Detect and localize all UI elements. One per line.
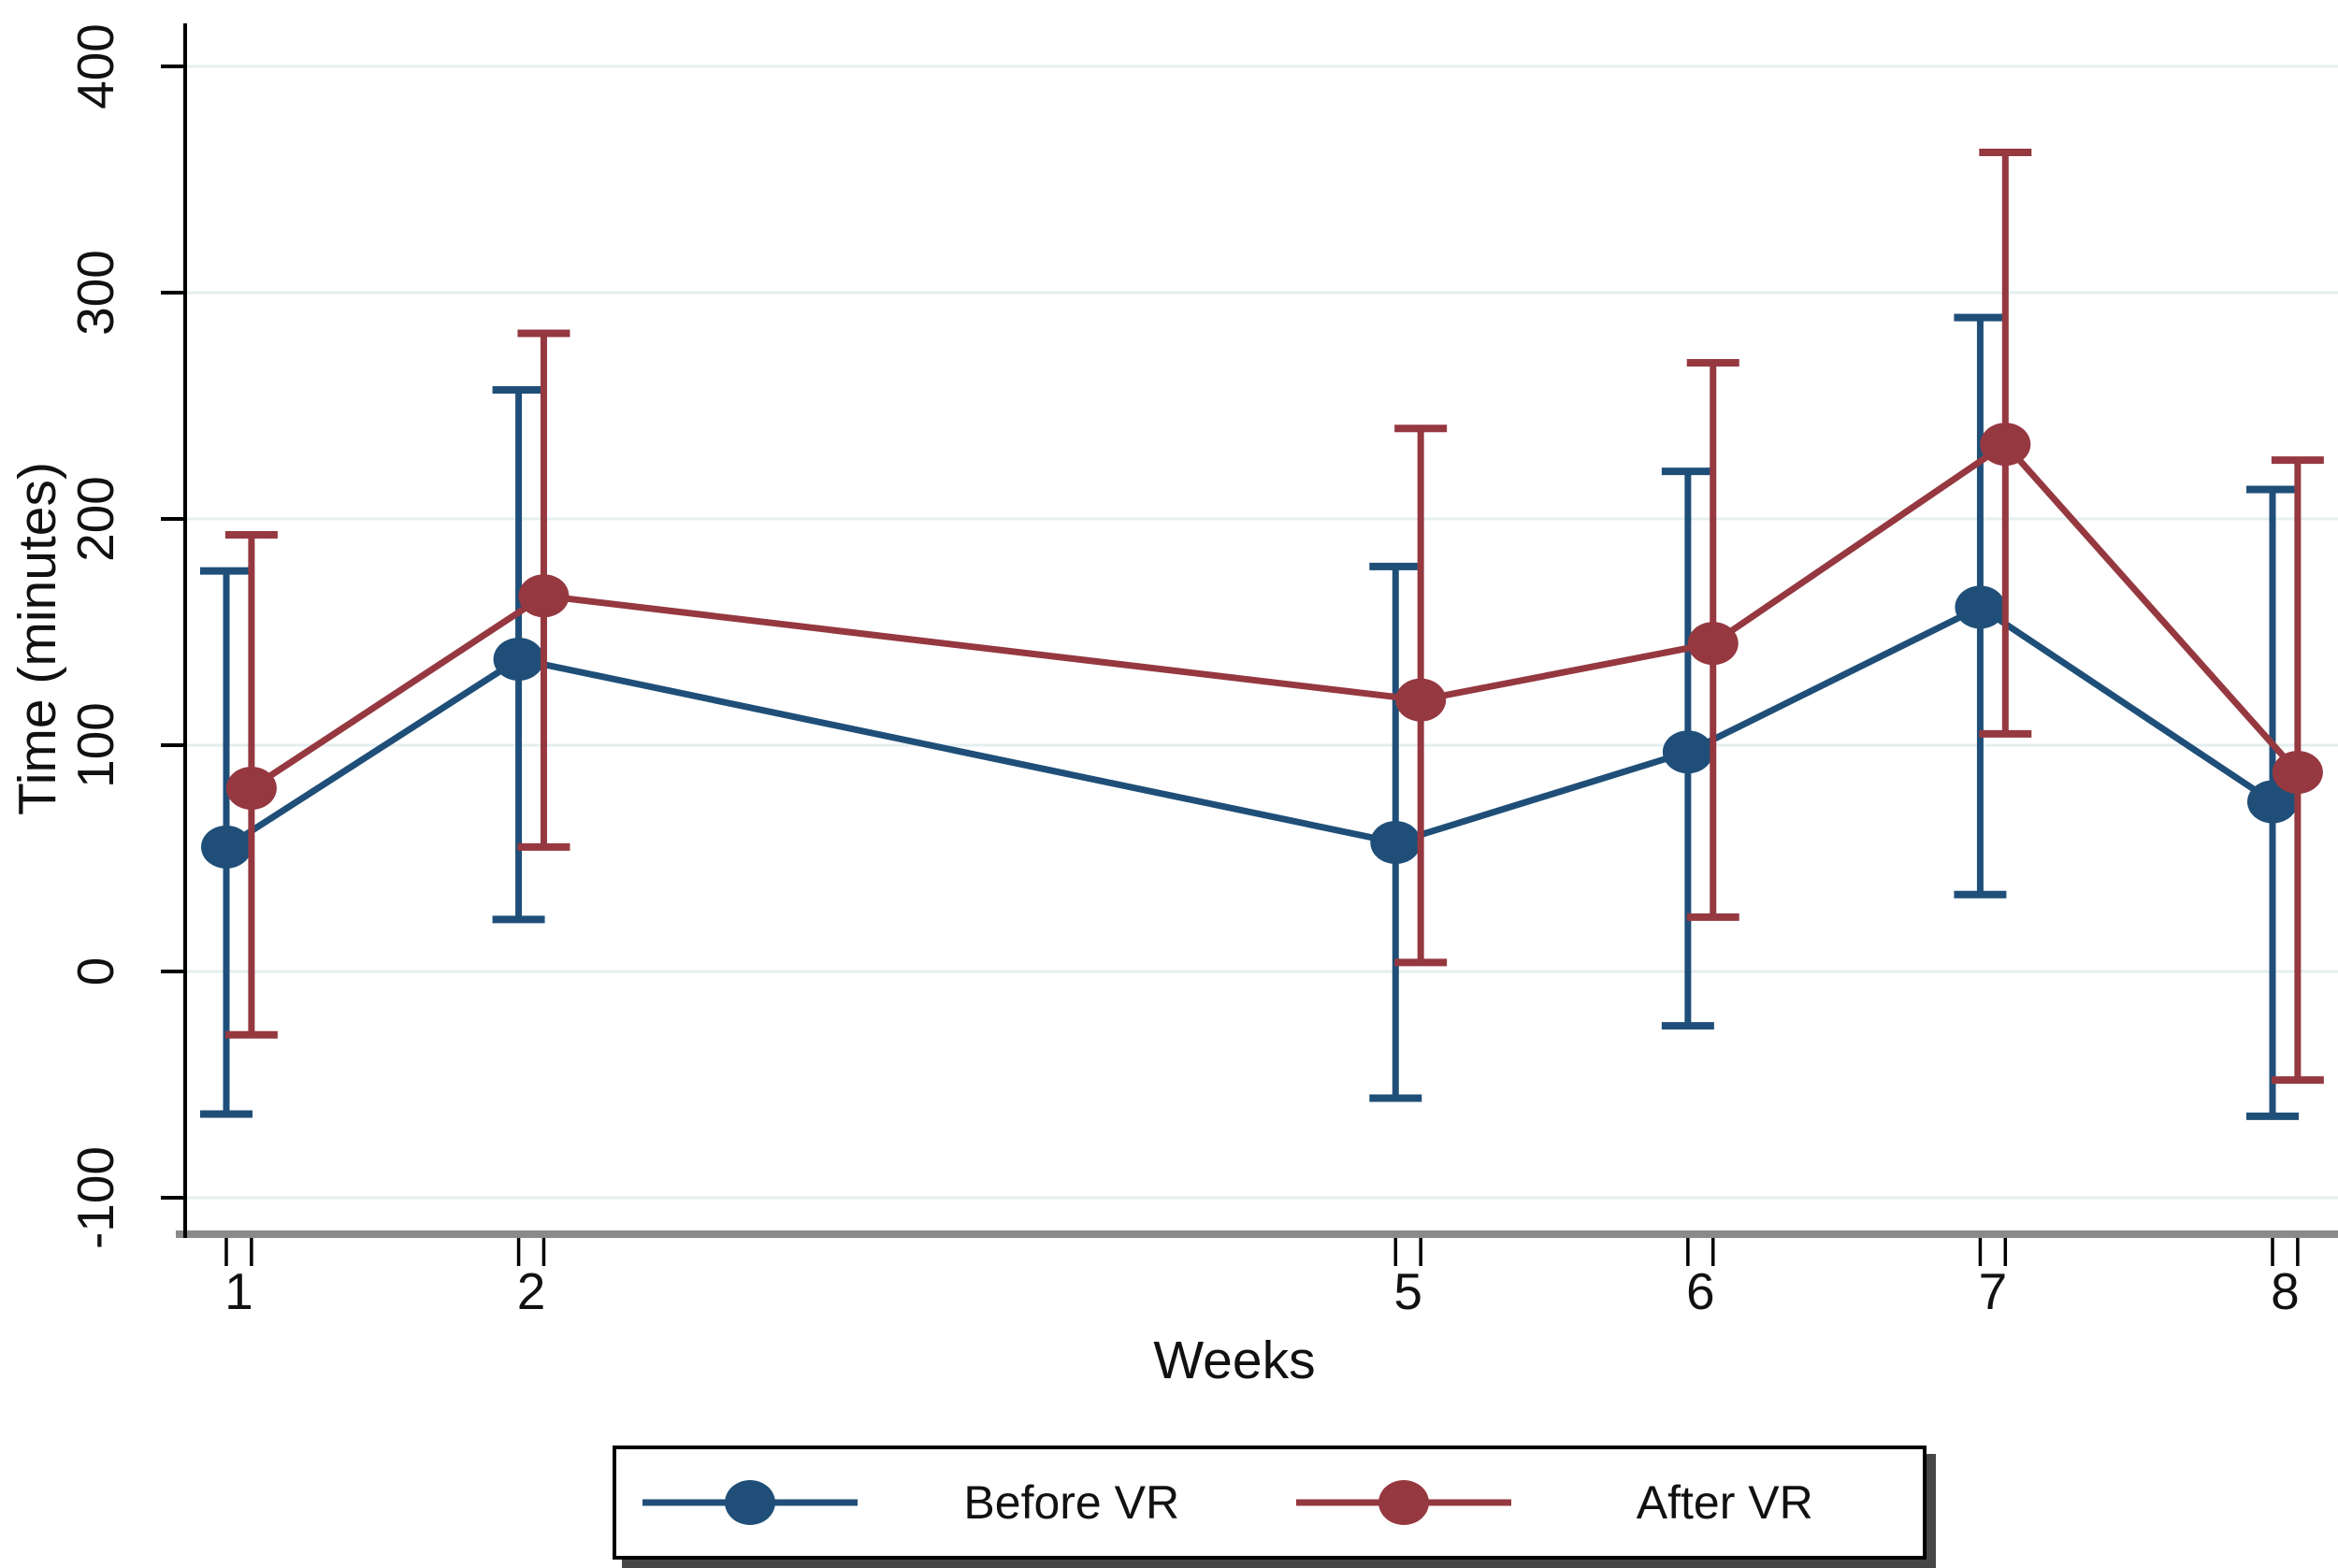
legend-swatch-before-vr (642, 1480, 858, 1525)
marker-after-vr-week-8 (2272, 751, 2323, 795)
y-tick-label-400: 400 (66, 23, 124, 109)
marker-before-vr-week-2 (493, 638, 544, 682)
x-tick-label-7: 7 (1979, 1262, 2008, 1320)
marker-after-vr-week-2 (518, 574, 570, 618)
x-tick-label-1: 1 (224, 1262, 253, 1320)
marker-before-vr-week-5 (1370, 821, 1422, 865)
y-tick-label-200: 200 (66, 476, 124, 562)
y-tick-label-0: 0 (66, 957, 124, 986)
x-tick-label-6: 6 (1686, 1262, 1715, 1320)
series-line-before-vr (224, 603, 2274, 850)
y-axis-title: Time (minutes) (7, 462, 67, 815)
legend: Before VR After VR (613, 1446, 1927, 1560)
marker-after-vr-week-7 (1980, 423, 2031, 467)
legend-label-after-vr: After VR (1636, 1476, 1813, 1529)
marker-after-vr-week-6 (1687, 622, 1739, 666)
legend-marker-before (725, 1480, 775, 1525)
marker-after-vr-week-5 (1395, 678, 1447, 722)
marker-before-vr-week-7 (1955, 585, 2006, 629)
y-tick-label-100: 100 (66, 702, 124, 788)
legend-marker-after (1378, 1480, 1429, 1525)
marker-after-vr-week-1 (225, 766, 277, 810)
series-line-after-vr (249, 439, 2301, 791)
x-tick-label-2: 2 (517, 1262, 546, 1320)
legend-swatch-after-vr (1295, 1480, 1511, 1525)
x-axis-title: Weeks (1153, 1331, 1316, 1390)
x-tick-label-5: 5 (1393, 1262, 1422, 1320)
legend-label-before-vr: Before VR (963, 1476, 1180, 1529)
marker-before-vr-week-6 (1662, 730, 1713, 774)
marker-before-vr-week-1 (201, 825, 252, 869)
y-tick-label-300: 300 (66, 250, 124, 336)
x-tick-label-8: 8 (2271, 1262, 2300, 1320)
y-tick-label--100: -100 (66, 1146, 124, 1249)
